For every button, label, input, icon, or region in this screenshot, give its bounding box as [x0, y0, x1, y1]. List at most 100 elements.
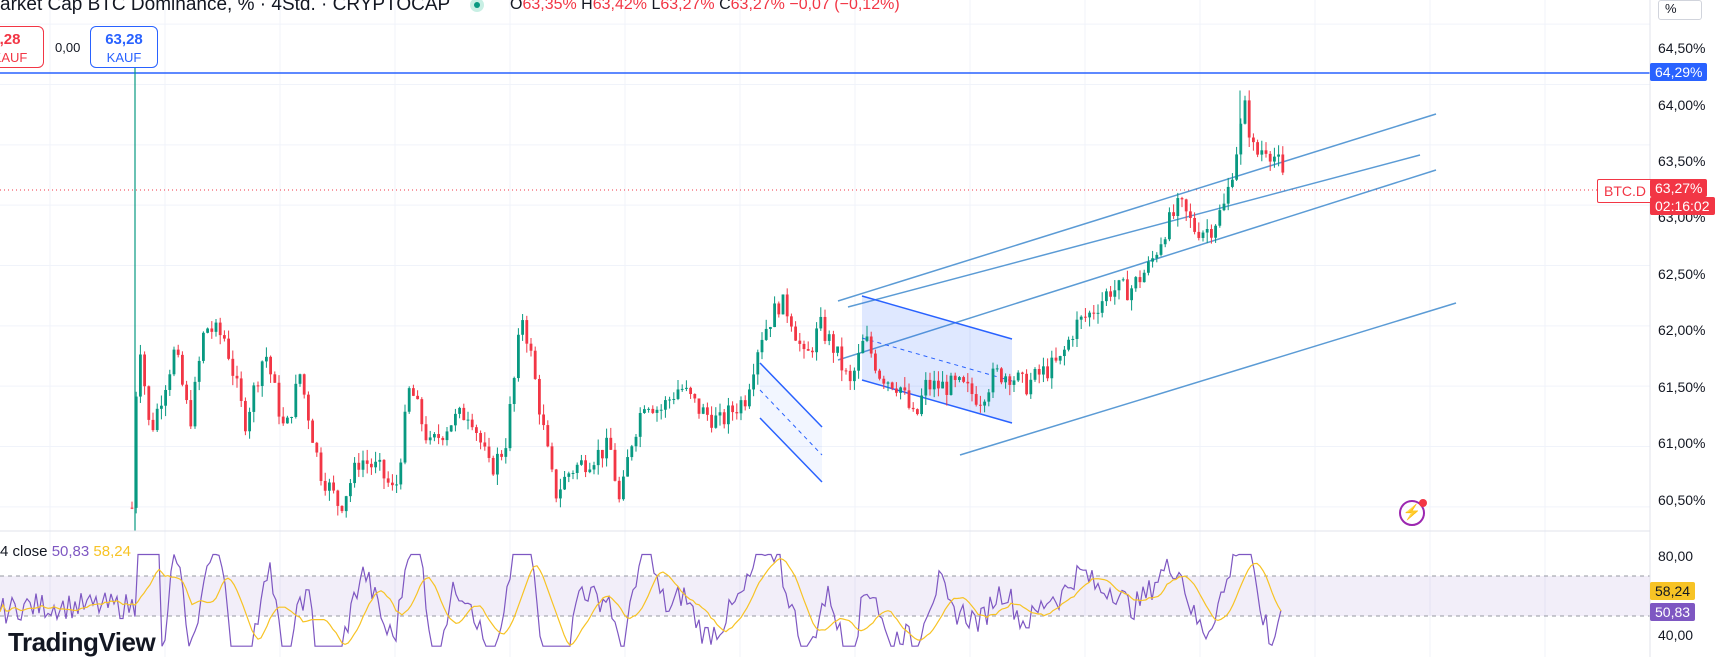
candle [588, 462, 592, 474]
candle [895, 382, 898, 397]
candle [1189, 203, 1192, 228]
candle [130, 501, 134, 510]
candle [659, 404, 663, 420]
candle [302, 373, 306, 399]
candle [760, 332, 764, 360]
candle-body [428, 437, 432, 441]
candle [1201, 230, 1205, 242]
candle [269, 355, 272, 383]
candle [731, 401, 734, 421]
candle [1109, 286, 1112, 302]
candle-body [1050, 357, 1054, 379]
candle [256, 381, 260, 393]
candle [273, 371, 277, 384]
candle-body [231, 358, 235, 376]
sell-button[interactable]: ,28 KAUF [0, 26, 44, 68]
candle-body [269, 356, 272, 375]
candle [932, 370, 936, 398]
candle-body [462, 407, 466, 421]
candle [223, 330, 226, 342]
candle-body [966, 381, 970, 384]
candle [1029, 372, 1033, 399]
candle [479, 430, 482, 450]
candle [701, 403, 705, 415]
candle [239, 371, 243, 407]
candle-body [1021, 372, 1024, 374]
candle-body [491, 457, 495, 475]
candle-body [924, 379, 928, 396]
candle [386, 471, 390, 487]
candle [979, 395, 982, 413]
candle-body [1126, 279, 1129, 301]
candle-body [928, 379, 932, 390]
candle-body [609, 437, 613, 450]
candle [844, 368, 848, 375]
candle-body [953, 375, 957, 380]
symbol-tag: BTC.D [1597, 179, 1653, 203]
candle-body [365, 460, 369, 464]
candle-body [1096, 312, 1100, 314]
lightning-alert-icon[interactable]: ⚡ [1399, 499, 1427, 526]
candle-body [252, 385, 256, 412]
candle-body [945, 381, 949, 395]
price-tick: 60,50% [1658, 492, 1706, 508]
candle-body [1084, 316, 1087, 318]
candle [1243, 95, 1247, 125]
candle [260, 360, 264, 397]
candle-body [1121, 279, 1125, 281]
candle [1147, 256, 1150, 276]
candle [1138, 270, 1142, 289]
candle-body [886, 382, 890, 384]
candle [1012, 376, 1016, 393]
candle [458, 406, 461, 419]
candle [794, 321, 797, 341]
candle [626, 449, 629, 477]
candle-body [155, 408, 159, 431]
candle-body [1067, 339, 1070, 350]
candle-body [1168, 212, 1171, 240]
candle-body [412, 388, 415, 396]
candle-body [932, 380, 936, 390]
candle-body [941, 381, 944, 389]
candle-body [344, 496, 348, 512]
candle [210, 321, 214, 339]
candle [592, 461, 596, 475]
rsi-tick: 40,00 [1658, 627, 1694, 643]
candle [907, 383, 911, 410]
candle [1105, 288, 1108, 306]
candle [1180, 196, 1184, 208]
candle-body [995, 368, 999, 370]
candle-body [538, 378, 541, 415]
buy-button[interactable]: 63,28 KAUF [90, 26, 158, 68]
candle [563, 470, 566, 491]
candle-body [479, 432, 482, 443]
candle-body [1016, 372, 1020, 381]
candle-body [697, 398, 701, 414]
candle [739, 396, 743, 421]
candle [634, 434, 638, 452]
price-tick: 62,50% [1658, 266, 1706, 282]
candle [1151, 250, 1154, 268]
candle-body [420, 399, 424, 425]
candle [504, 438, 508, 464]
candle-body [1117, 280, 1121, 291]
candle-body [701, 407, 705, 414]
candle-body [815, 328, 818, 353]
chart-title[interactable]: arket Cap BTC Dominance, % · 4Std. · CRY… [0, 0, 451, 15]
scale-unit-toggle[interactable]: % [1658, 0, 1702, 20]
candle-body [1100, 301, 1104, 313]
candle [848, 364, 852, 390]
candle-body [487, 446, 491, 458]
candle [378, 452, 382, 471]
ohlc-close: 63,27% [730, 0, 785, 13]
candle [916, 408, 919, 416]
candle [958, 376, 961, 383]
candle-body [1176, 198, 1180, 216]
candle [1058, 355, 1062, 365]
candle-body [1113, 290, 1117, 297]
candle-body [861, 340, 865, 354]
candle [189, 389, 193, 429]
candle [286, 415, 289, 424]
candle-body [202, 332, 205, 361]
